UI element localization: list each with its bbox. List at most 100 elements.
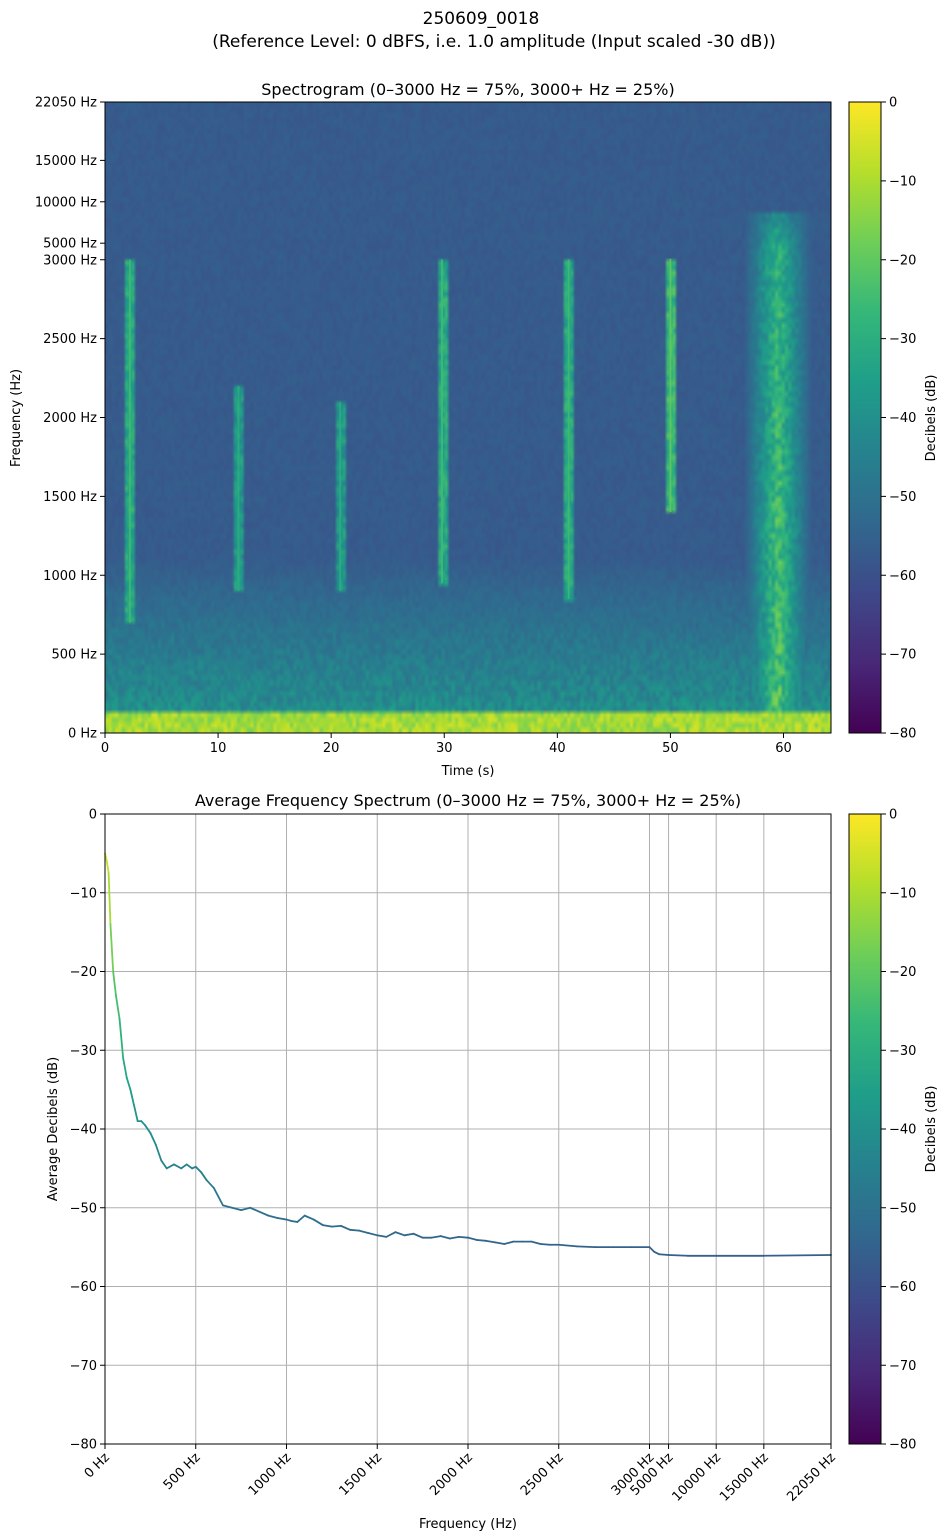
y-tick-label: −20 bbox=[70, 965, 97, 980]
spectrum-line-segment bbox=[149, 1132, 157, 1146]
figure-subtitle: (Reference Level: 0 dBFS, i.e. 1.0 ampli… bbox=[212, 32, 775, 52]
spectrum-colorbar: 0 −10 −20 −30 −40 −50 −60 −70 −80 Decibels (dB) bbox=[848, 808, 939, 1453]
spectrum-title: Average Frequency Spectrum (0–3000 Hz = … bbox=[195, 791, 741, 810]
spectrum-line-segment bbox=[144, 1124, 152, 1134]
spectrum-line-segment bbox=[485, 1239, 497, 1244]
spectrum-line-segment bbox=[173, 1163, 183, 1170]
y-tick-label: 500 Hz bbox=[51, 648, 97, 663]
colorbar-tick-label: −50 bbox=[889, 490, 916, 505]
spectrum-line-segment bbox=[658, 1253, 670, 1256]
colorbar-tick-label: −20 bbox=[889, 965, 916, 980]
spectrum-grid bbox=[104, 813, 832, 1445]
spectrogram-plot-area bbox=[105, 102, 831, 733]
colorbar-tick-label: −10 bbox=[889, 886, 916, 901]
spectrogram-title: Spectrogram (0–3000 Hz = 75%, 3000+ Hz =… bbox=[261, 80, 674, 99]
y-tick-label: 3000 Hz bbox=[43, 253, 97, 268]
spectrogram-panel: Spectrogram (0–3000 Hz = 75%, 3000+ Hz =… bbox=[9, 80, 939, 779]
spectrum-y-label: Average Decibels (dB) bbox=[46, 1057, 61, 1201]
y-tick-label: 0 bbox=[89, 808, 97, 823]
spectrum-line-segment bbox=[222, 1204, 233, 1209]
x-tick-label: 10000 Hz bbox=[670, 1450, 725, 1505]
spectrogram-colorbar-gradient bbox=[848, 101, 882, 734]
spectrum-line-segment bbox=[194, 1165, 203, 1174]
y-tick-label: 2000 Hz bbox=[43, 411, 97, 426]
y-tick-label: −40 bbox=[70, 1123, 97, 1138]
spectrum-line-segment bbox=[376, 1234, 388, 1238]
colorbar-tick-label: −60 bbox=[889, 569, 916, 584]
x-tick-label: 15000 Hz bbox=[717, 1450, 772, 1505]
colorbar-tick-label: −40 bbox=[889, 411, 916, 426]
spectrum-line-segment bbox=[394, 1231, 406, 1237]
colorbar-tick-label: −20 bbox=[889, 253, 916, 268]
figure-title: 250609_0018 bbox=[423, 9, 540, 29]
colorbar-tick-label: −40 bbox=[889, 1123, 916, 1138]
x-tick-label: 50 bbox=[662, 741, 679, 756]
x-tick-label: 20 bbox=[323, 741, 340, 756]
spectrum-line-segment bbox=[129, 1088, 135, 1107]
colorbar-tick-label: −70 bbox=[889, 648, 916, 663]
spectrum-line-segment bbox=[303, 1214, 315, 1221]
spectrogram-colorbar-ticks: 0 −10 −20 −30 −40 −50 −60 −70 −80 bbox=[881, 96, 916, 742]
spectrum-line-segment bbox=[267, 1214, 279, 1219]
colorbar-tick-label: −80 bbox=[889, 1438, 916, 1453]
colorbar-tick-label: −30 bbox=[889, 1044, 916, 1059]
spectrum-line-segment bbox=[330, 1224, 342, 1228]
y-tick-label: −70 bbox=[70, 1359, 97, 1374]
x-tick-label: 2500 Hz bbox=[518, 1450, 567, 1499]
spectrum-line-segment bbox=[448, 1235, 460, 1240]
spectrum-line-segment bbox=[105, 860, 110, 874]
spectrum-line-segment bbox=[503, 1240, 515, 1245]
spectrum-line-segment bbox=[349, 1228, 361, 1232]
y-tick-label: −60 bbox=[70, 1280, 97, 1295]
spectrum-colorbar-ticks: 0 −10 −20 −30 −40 −50 −60 −70 −80 bbox=[881, 808, 916, 1453]
y-tick-label: 1500 Hz bbox=[43, 490, 97, 505]
spectrum-line-segment bbox=[240, 1206, 252, 1212]
spectrum-line-segment bbox=[467, 1236, 478, 1241]
spectrum-line-segment bbox=[109, 923, 115, 973]
spectrum-line-segment bbox=[539, 1243, 551, 1246]
spectrum-colorbar-gradient bbox=[848, 813, 882, 1445]
spectrum-x-ticks: 0 Hz 500 Hz 1000 Hz 1500 Hz 2000 Hz 2500 Hz 30… bbox=[82, 1444, 839, 1505]
y-tick-label: 0 Hz bbox=[68, 727, 97, 742]
x-tick-label: 0 Hz bbox=[82, 1450, 113, 1481]
spectrogram-colorbar: 0 −10 −20 −30 −40 −50 −60 −70 −80 Decibels (dB) bbox=[848, 96, 939, 742]
colorbar-tick-label: −70 bbox=[889, 1359, 916, 1374]
spectrum-line-segment bbox=[557, 1243, 578, 1248]
spectrum-line-segment bbox=[160, 1159, 168, 1170]
x-tick-label: 500 Hz bbox=[161, 1450, 204, 1493]
spectrum-line bbox=[104, 852, 832, 1257]
spectrogram-image bbox=[105, 102, 831, 733]
spectrum-line-segment bbox=[367, 1232, 379, 1237]
colorbar-tick-label: −10 bbox=[889, 174, 916, 189]
spectrum-colorbar-label: Decibels (dB) bbox=[924, 1086, 939, 1173]
x-tick-label: 60 bbox=[775, 741, 792, 756]
spectrum-line-segment bbox=[296, 1214, 306, 1223]
spectrum-line-segment bbox=[762, 1254, 832, 1257]
spectrum-line-segment bbox=[133, 1104, 139, 1123]
spectrum-line-segment bbox=[494, 1241, 506, 1245]
spectrum-y-ticks: 0 −10 −20 −30 −40 −50 −60 −70 −80 bbox=[70, 808, 105, 1453]
spectrum-line-segment bbox=[291, 1220, 299, 1223]
x-tick-label: 40 bbox=[549, 741, 566, 756]
spectrum-line-segment bbox=[154, 1143, 163, 1162]
y-tick-label: −30 bbox=[70, 1044, 97, 1059]
x-tick-label: 22050 Hz bbox=[784, 1450, 839, 1505]
spectrum-line-segment bbox=[165, 1163, 175, 1170]
x-tick-label: 1500 Hz bbox=[336, 1450, 385, 1499]
spectrogram-y-ticks: 0 Hz 500 Hz 1000 Hz 1500 Hz 2000 Hz 2500 Hz 30… bbox=[35, 96, 105, 742]
colorbar-tick-label: −30 bbox=[889, 332, 916, 347]
colorbar-tick-label: −50 bbox=[889, 1201, 916, 1216]
x-tick-label: 1000 Hz bbox=[246, 1450, 295, 1499]
colorbar-tick-label: −60 bbox=[889, 1280, 916, 1295]
x-tick-label: 10 bbox=[210, 741, 227, 756]
spectrum-line-segment bbox=[385, 1231, 397, 1238]
spectrogram-x-ticks: 0 10 20 30 40 50 60 bbox=[101, 733, 792, 756]
y-tick-label: −80 bbox=[70, 1438, 97, 1453]
spectrum-line-segment bbox=[122, 1057, 128, 1079]
y-tick-label: −50 bbox=[70, 1201, 97, 1216]
spectrum-line-segment bbox=[200, 1171, 208, 1182]
spectrum-line-segment bbox=[125, 1076, 132, 1091]
spectrogram-y-label: Frequency (Hz) bbox=[9, 369, 24, 467]
spectrum-line-segment bbox=[205, 1179, 215, 1189]
spectrum-line-segment bbox=[476, 1239, 488, 1242]
